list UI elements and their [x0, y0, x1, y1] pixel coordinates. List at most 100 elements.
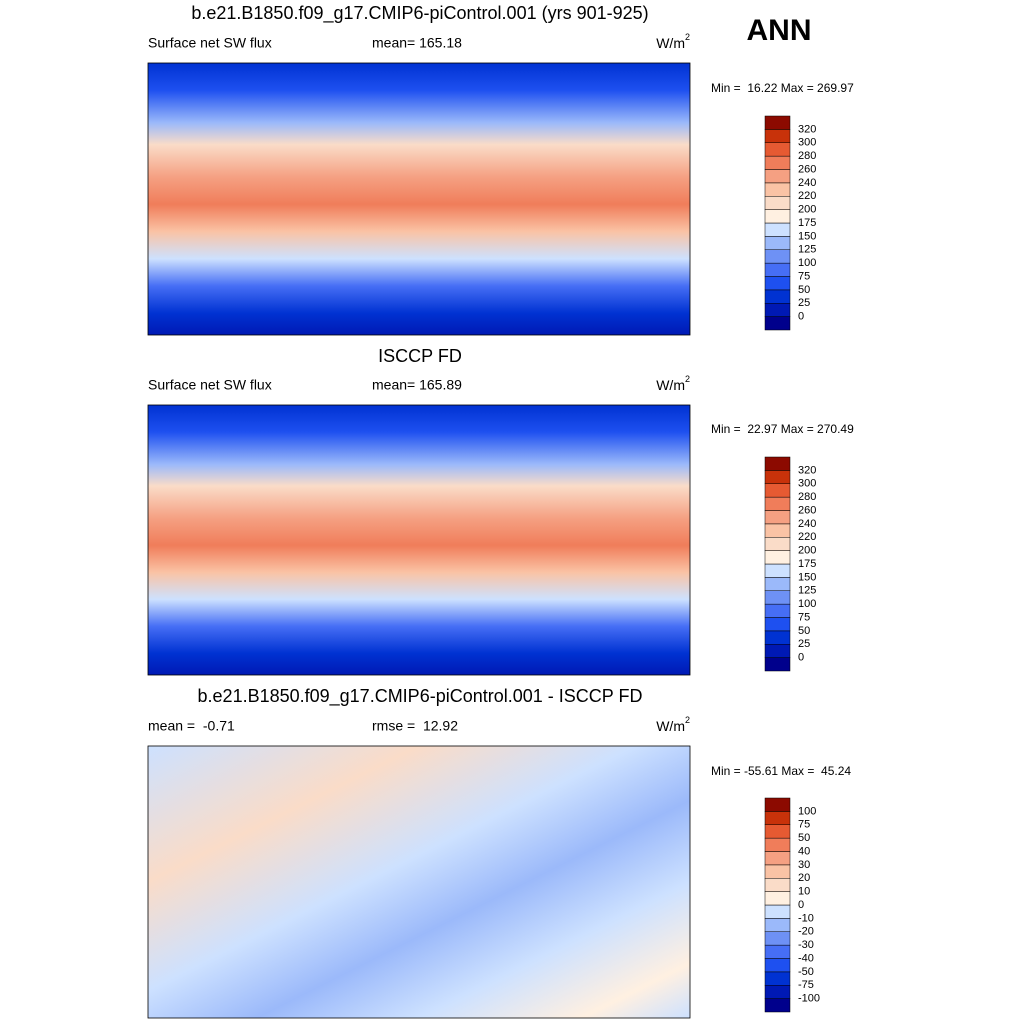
- colorbar-box: [764, 470, 791, 484]
- colorbar-box: [764, 837, 791, 852]
- colorbar-label: 25: [798, 297, 810, 309]
- colorbar-box: [764, 797, 791, 812]
- colorbar-label: 300: [798, 137, 816, 149]
- colorbar-label: -10: [798, 912, 814, 924]
- colorbar-box: [764, 276, 791, 291]
- panel-title: b.e21.B1850.f09_g17.CMIP6-piControl.001 …: [198, 686, 643, 707]
- colorbar-label: -75: [798, 979, 814, 991]
- colorbar-label: 280: [798, 491, 816, 503]
- colorbar-box: [764, 864, 791, 879]
- colorbar-box: [764, 811, 791, 825]
- colorbar-box: [764, 129, 791, 143]
- panel-title: ISCCP FD: [378, 346, 462, 366]
- map-field: [147, 404, 691, 676]
- colorbar-label: 175: [798, 558, 816, 570]
- colorbar-label: 25: [798, 638, 810, 650]
- panel-title: b.e21.B1850.f09_g17.CMIP6-piControl.001 …: [191, 3, 648, 24]
- colorbar-box: [764, 904, 791, 919]
- colorbar-box: [764, 496, 791, 511]
- colorbar-label: 200: [798, 545, 816, 557]
- colorbar-box: [764, 537, 791, 551]
- colorbar-box: [764, 182, 791, 197]
- min-max: Min = 16.22 Max = 269.97: [711, 81, 854, 95]
- units-power: 2: [685, 32, 690, 42]
- colorbar-label: 320: [798, 464, 816, 476]
- colorbar-label: -100: [798, 993, 820, 1005]
- colorbar-box: [764, 824, 791, 839]
- colorbar-box: [764, 483, 791, 498]
- units: W/m2: [656, 32, 690, 50]
- map-field: [147, 745, 691, 1019]
- colorbar-label: 320: [798, 123, 816, 135]
- colorbar-box: [764, 196, 791, 210]
- colorbar-box: [764, 262, 791, 277]
- colorbar-label: 50: [798, 832, 810, 844]
- colorbar-label: 280: [798, 150, 816, 162]
- colorbar-label: -30: [798, 939, 814, 951]
- colorbar-label: 100: [798, 598, 816, 610]
- colorbar-box: [764, 630, 791, 645]
- colorbar-label: 200: [798, 204, 816, 216]
- units-power: 2: [685, 715, 690, 725]
- colorbar-label: 40: [798, 845, 810, 857]
- colorbar-label: 20: [798, 872, 810, 884]
- colorbar-box: [764, 644, 791, 658]
- colorbar-label: 100: [798, 257, 816, 269]
- colorbar-label: 0: [798, 652, 804, 664]
- colorbar-label: 150: [798, 571, 816, 583]
- colorbar-box: [764, 878, 791, 892]
- colorbar-box: [764, 236, 791, 250]
- colorbar-label: 220: [798, 190, 816, 202]
- left-string: mean = -0.71: [148, 718, 235, 734]
- left-string: Surface net SW flux: [148, 35, 272, 51]
- colorbar-label: 50: [798, 284, 810, 296]
- season-label: ANN: [747, 14, 812, 47]
- map-field: [147, 62, 691, 336]
- colorbar-box: [764, 657, 791, 672]
- colorbar-label: 260: [798, 163, 816, 175]
- colorbar-label: 300: [798, 478, 816, 490]
- colorbar-box: [764, 169, 791, 184]
- colorbar-box: [764, 577, 791, 591]
- colorbar-label: 260: [798, 504, 816, 516]
- colorbar-label: 75: [798, 270, 810, 282]
- colorbar-box: [764, 998, 791, 1013]
- colorbar-box: [764, 316, 791, 331]
- left-string: Surface net SW flux: [148, 377, 272, 393]
- colorbar-label: -20: [798, 926, 814, 938]
- colorbar-box: [764, 944, 791, 959]
- colorbar-box: [764, 142, 791, 157]
- center-string: mean= 165.18: [372, 35, 462, 51]
- colorbar-label: 10: [798, 886, 810, 898]
- colorbar-box: [764, 985, 791, 999]
- units-base: W/m: [656, 718, 685, 734]
- center-string: mean= 165.89: [372, 377, 462, 393]
- colorbar-box: [764, 222, 791, 237]
- units-power: 2: [685, 374, 690, 384]
- colorbar-label: 175: [798, 217, 816, 229]
- colorbar-label: 220: [798, 531, 816, 543]
- colorbar-box: [764, 958, 791, 973]
- colorbar-label: 75: [798, 611, 810, 623]
- colorbar-box: [764, 209, 791, 224]
- colorbar-box: [764, 891, 791, 906]
- colorbar-label: 30: [798, 859, 810, 871]
- colorbar-label: 100: [798, 805, 816, 817]
- colorbar-box: [764, 289, 791, 304]
- units-base: W/m: [656, 35, 685, 51]
- units: W/m2: [656, 374, 690, 392]
- colorbar-label: 50: [798, 625, 810, 637]
- colorbar-label: 150: [798, 230, 816, 242]
- min-max: Min = 22.97 Max = 270.49: [711, 422, 854, 436]
- colorbar-box: [764, 303, 791, 317]
- colorbar-label: 240: [798, 177, 816, 189]
- colorbar-label: 125: [798, 244, 816, 256]
- colorbar-box: [764, 590, 791, 605]
- colorbar-box: [764, 550, 791, 565]
- colorbar-label: 240: [798, 518, 816, 530]
- units: W/m2: [656, 715, 690, 733]
- colorbar-box: [764, 851, 791, 866]
- colorbar-box: [764, 918, 791, 932]
